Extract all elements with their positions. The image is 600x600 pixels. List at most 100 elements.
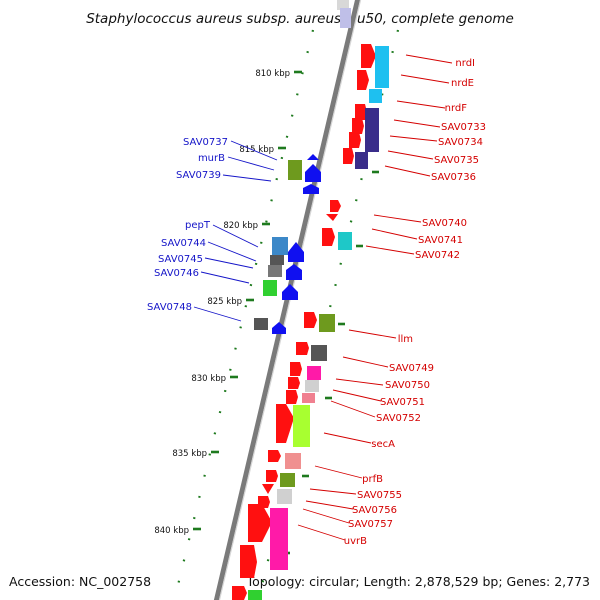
gene-block bbox=[319, 314, 335, 332]
leader-line bbox=[396, 100, 446, 109]
gene-block bbox=[307, 366, 321, 380]
topology-label: Topology: circular; Length: 2,878,529 bp… bbox=[246, 574, 590, 589]
gene-block bbox=[270, 255, 284, 265]
gene-block bbox=[355, 152, 368, 169]
leader-line bbox=[193, 306, 242, 322]
gene-arrow bbox=[266, 470, 278, 482]
gene-arrow bbox=[343, 148, 354, 164]
gene-label: SAV0735 bbox=[434, 155, 479, 166]
gene-label: SAV0750 bbox=[385, 380, 430, 391]
gene-label: SAV0746 bbox=[154, 268, 199, 279]
gene-arrow bbox=[307, 154, 319, 160]
leader-line bbox=[348, 329, 397, 339]
gene-label: murB bbox=[198, 153, 225, 164]
gene-arrow bbox=[272, 322, 286, 334]
gene-label: nrdF bbox=[445, 103, 468, 114]
gene-block bbox=[375, 46, 389, 88]
leader-line bbox=[227, 156, 275, 171]
leader-line bbox=[332, 389, 382, 402]
leader-line bbox=[405, 54, 453, 64]
right-gene-labels: nrdI nrdE nrdF SAV0733 SAV0734 SAV0735 S… bbox=[344, 58, 486, 547]
gene-arrow bbox=[282, 284, 298, 300]
leader-line bbox=[323, 432, 372, 444]
gene-label: secA bbox=[371, 439, 395, 450]
gene-block bbox=[369, 89, 382, 103]
gene-block bbox=[285, 453, 301, 469]
gene-block bbox=[272, 237, 288, 255]
gene-label: SAV0734 bbox=[438, 137, 483, 148]
gene-block bbox=[268, 265, 282, 277]
gene-label: SAV0756 bbox=[352, 505, 397, 516]
scale-label: 840 kbp bbox=[154, 526, 189, 536]
gene-label: SAV0733 bbox=[441, 122, 486, 133]
scale-ticks bbox=[193, 70, 302, 531]
scale-label: 825 kbp bbox=[207, 297, 242, 307]
gene-arrow bbox=[288, 377, 300, 389]
gene-block bbox=[337, 0, 349, 10]
gene-label: SAV0739 bbox=[176, 170, 221, 181]
accession-label: Accession: NC_002758 bbox=[9, 574, 151, 589]
gene-label: SAV0755 bbox=[357, 490, 402, 501]
gene-arrow bbox=[240, 545, 257, 578]
leader-line bbox=[230, 140, 278, 161]
gene-label: uvrB bbox=[344, 536, 367, 547]
gene-arrow bbox=[330, 200, 341, 212]
gene-label: SAV0741 bbox=[418, 235, 463, 246]
leader-line bbox=[222, 174, 272, 182]
scale-label: 830 kbp bbox=[191, 374, 226, 384]
gene-label: SAV0757 bbox=[348, 519, 393, 530]
gene-label: SAV0740 bbox=[422, 218, 467, 229]
leader-line bbox=[393, 119, 441, 128]
gene-label: SAV0737 bbox=[183, 137, 228, 148]
leader-line bbox=[365, 245, 415, 255]
gene-label: prfB bbox=[362, 474, 383, 485]
gene-arrow bbox=[288, 242, 304, 262]
leader-line bbox=[371, 228, 418, 240]
gene-arrow bbox=[268, 450, 281, 462]
gene-block bbox=[280, 473, 295, 487]
gene-block bbox=[288, 160, 302, 180]
leader-line bbox=[335, 378, 384, 386]
leader-line bbox=[302, 508, 350, 524]
gene-arrow bbox=[286, 390, 298, 404]
leader-line bbox=[384, 165, 431, 177]
leader-line bbox=[330, 400, 376, 418]
gene-arrow bbox=[361, 44, 376, 68]
gene-label: nrdI bbox=[455, 58, 475, 69]
gene-block bbox=[338, 232, 352, 250]
gene-arrow bbox=[296, 342, 309, 355]
gene-arrow bbox=[304, 312, 317, 328]
gene-arrow bbox=[290, 362, 302, 376]
leader-line bbox=[212, 224, 259, 248]
gene-label: SAV0752 bbox=[376, 413, 421, 424]
gene-arrow bbox=[303, 184, 319, 194]
gene-block bbox=[302, 393, 315, 403]
left-gene-labels: SAV0737 murB SAV0739 pepT SAV0744 SAV074… bbox=[147, 137, 228, 313]
gene-block bbox=[248, 590, 262, 600]
gene-label: pepT bbox=[185, 220, 211, 231]
gene-block bbox=[365, 108, 379, 152]
gene-label: SAV0742 bbox=[415, 250, 460, 261]
gene-arrow bbox=[357, 70, 369, 90]
leader-line bbox=[207, 241, 257, 262]
scale-label: 810 kbp bbox=[255, 69, 290, 79]
gene-arrow bbox=[326, 214, 338, 221]
leader-line bbox=[309, 488, 357, 495]
leader-line bbox=[373, 214, 422, 223]
gene-arrow bbox=[322, 228, 335, 246]
scale-label: 815 kbp bbox=[239, 145, 274, 155]
leader-line bbox=[204, 257, 254, 269]
leader-line bbox=[297, 524, 346, 541]
gene-label: llm bbox=[398, 334, 413, 345]
leader-line bbox=[387, 150, 434, 160]
leader-line bbox=[342, 356, 389, 368]
scale-label: 820 kbp bbox=[223, 221, 258, 231]
scale-dot-track bbox=[176, 29, 315, 586]
gene-block bbox=[270, 508, 288, 570]
gene-arrow bbox=[305, 164, 321, 182]
gene-arrow bbox=[286, 264, 302, 280]
gene-block bbox=[305, 380, 319, 392]
gene-block bbox=[340, 8, 351, 28]
gene-block bbox=[254, 318, 268, 330]
